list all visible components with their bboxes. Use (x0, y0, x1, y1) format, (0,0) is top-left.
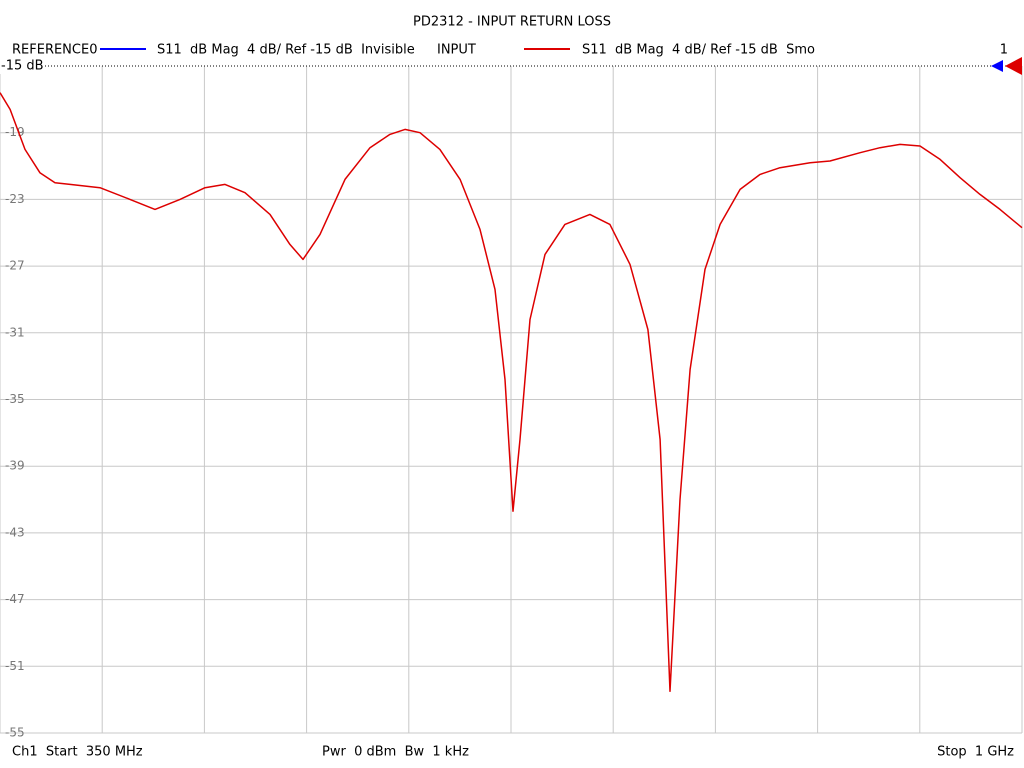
reference-label: -15 dB (1, 59, 44, 74)
footer-power: Pwr 0 dBm Bw 1 kHz (322, 745, 469, 760)
reference-marker (991, 60, 1003, 72)
legend-name: INPUT (437, 43, 476, 58)
chart-title: PD2312 - INPUT RETURN LOSS (413, 15, 611, 30)
y-tick-label: -39 (5, 459, 25, 473)
y-tick-label: -47 (5, 592, 25, 606)
y-tick-label: -27 (5, 259, 25, 273)
y-tick-label: -23 (5, 192, 25, 206)
footer-start: Ch1 Start 350 MHz (12, 745, 143, 760)
y-tick-label: -51 (5, 659, 25, 673)
marker-number: 1 (1000, 43, 1008, 58)
y-tick-label: -35 (5, 392, 25, 406)
legend-info: S11 dB Mag 4 dB/ Ref -15 dB Invisible (157, 43, 415, 58)
y-tick-label: -55 (5, 726, 25, 740)
legend-name: REFERENCE0 (12, 43, 97, 58)
y-tick-label: -43 (5, 525, 25, 539)
label-bg (0, 58, 44, 74)
y-tick-label: -19 (5, 125, 25, 139)
legend-info: S11 dB Mag 4 dB/ Ref -15 dB Smo (582, 43, 815, 58)
y-tick-label: -31 (5, 325, 25, 339)
reference-marker (1005, 57, 1022, 75)
footer-stop: Stop 1 GHz (937, 745, 1014, 760)
trace-line (0, 92, 1023, 693)
